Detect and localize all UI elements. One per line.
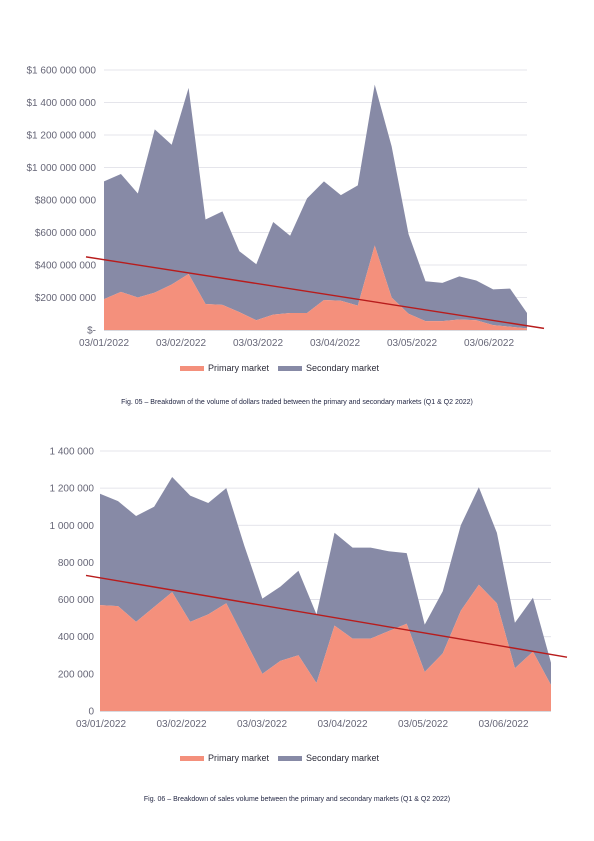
x-tick-label: 03/03/2022 — [233, 338, 283, 349]
y-tick-label: 0 — [88, 707, 94, 718]
x-tick-label: 03/06/2022 — [478, 719, 528, 730]
legend-swatch-secondary — [278, 366, 302, 371]
y-tick-label: $- — [87, 326, 96, 337]
legend-label-secondary: Secondary market — [306, 363, 380, 373]
y-tick-label: 400 000 — [58, 632, 95, 643]
x-tick-label: 03/05/2022 — [387, 338, 437, 349]
x-tick-label: 03/02/2022 — [156, 338, 206, 349]
primary-market-area — [100, 584, 551, 711]
legend: Primary market Secondary market — [180, 363, 380, 373]
y-tick-label: 800 000 — [58, 558, 95, 569]
chart-05: $- $200 000 000 $400 000 000 $600 000 000 $8… — [26, 66, 545, 373]
legend-swatch-primary — [180, 756, 204, 761]
y-tick-label: 600 000 — [58, 595, 95, 606]
x-tick-label: 03/04/2022 — [317, 719, 367, 730]
y-tick-label: 200 000 — [58, 669, 95, 680]
figure-05-caption: Fig. 05 – Breakdown of the volume of dol… — [121, 399, 473, 406]
y-tick-label: $400 000 000 — [35, 261, 97, 272]
figure-06: 0 200 000 400 000 600 000 800 000 1 000 000 1 … — [0, 420, 594, 841]
figure-05: $- $200 000 000 $400 000 000 $600 000 000 $8… — [0, 0, 594, 420]
x-tick-label: 03/04/2022 — [310, 338, 360, 349]
trendline — [85, 256, 545, 330]
legend-swatch-primary — [180, 366, 204, 371]
y-tick-label: 1 400 000 — [50, 447, 95, 458]
x-tick-label: 03/01/2022 — [79, 338, 129, 349]
y-tick-label: 1 000 000 — [50, 521, 95, 532]
secondary-market-area — [104, 84, 527, 329]
legend-label-primary: Primary market — [208, 363, 270, 373]
x-tick-label: 03/01/2022 — [76, 719, 126, 730]
y-tick-label: $1 400 000 000 — [26, 98, 96, 109]
x-tick-label: 03/03/2022 — [237, 719, 287, 730]
legend: Primary market Secondary market — [180, 753, 380, 763]
x-tick-label: 03/06/2022 — [464, 338, 514, 349]
y-tick-label: $1 600 000 000 — [26, 66, 96, 77]
legend-label-primary: Primary market — [208, 753, 270, 763]
y-tick-label: $600 000 000 — [35, 228, 97, 239]
x-tick-label: 03/05/2022 — [398, 719, 448, 730]
y-tick-label: $1 000 000 000 — [26, 163, 96, 174]
y-tick-label: 1 200 000 — [50, 484, 95, 495]
y-tick-label: $1 200 000 000 — [26, 131, 96, 142]
secondary-market-area — [100, 477, 551, 685]
trendline — [85, 574, 568, 658]
legend-swatch-secondary — [278, 756, 302, 761]
y-tick-label: $200 000 000 — [35, 293, 97, 304]
primary-market-area — [104, 245, 527, 330]
chart-06: 0 200 000 400 000 600 000 800 000 1 000 000 1 … — [50, 447, 568, 763]
x-tick-label: 03/02/2022 — [156, 719, 206, 730]
y-tick-label: $800 000 000 — [35, 196, 97, 207]
figure-06-caption: Fig. 06 – Breakdown of sales volume betw… — [143, 796, 451, 803]
legend-label-secondary: Secondary market — [306, 753, 380, 763]
